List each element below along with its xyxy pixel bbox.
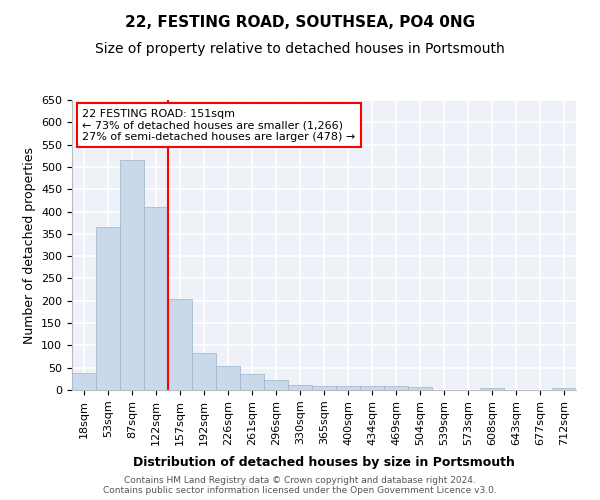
Bar	[336, 386, 360, 390]
Bar	[192, 352, 216, 390]
Text: 22 FESTING ROAD: 151sqm
← 73% of detached houses are smaller (1,266)
27% of semi: 22 FESTING ROAD: 151sqm ← 73% of detache…	[82, 108, 355, 142]
Y-axis label: Number of detached properties: Number of detached properties	[23, 146, 35, 344]
Bar	[360, 386, 384, 390]
Bar	[120, 160, 144, 390]
Bar	[264, 380, 288, 390]
Bar	[216, 366, 240, 390]
Bar	[72, 373, 96, 390]
Bar	[384, 386, 408, 390]
Bar	[96, 227, 120, 390]
Bar	[552, 388, 576, 390]
Text: 22, FESTING ROAD, SOUTHSEA, PO4 0NG: 22, FESTING ROAD, SOUTHSEA, PO4 0NG	[125, 15, 475, 30]
Bar	[480, 388, 504, 390]
Text: Size of property relative to detached houses in Portsmouth: Size of property relative to detached ho…	[95, 42, 505, 56]
Bar	[168, 298, 192, 390]
Bar	[144, 207, 168, 390]
Bar	[240, 374, 264, 390]
Bar	[312, 386, 336, 390]
Bar	[288, 385, 312, 390]
Text: Contains HM Land Registry data © Crown copyright and database right 2024.
Contai: Contains HM Land Registry data © Crown c…	[103, 476, 497, 495]
Bar	[408, 387, 432, 390]
X-axis label: Distribution of detached houses by size in Portsmouth: Distribution of detached houses by size …	[133, 456, 515, 469]
